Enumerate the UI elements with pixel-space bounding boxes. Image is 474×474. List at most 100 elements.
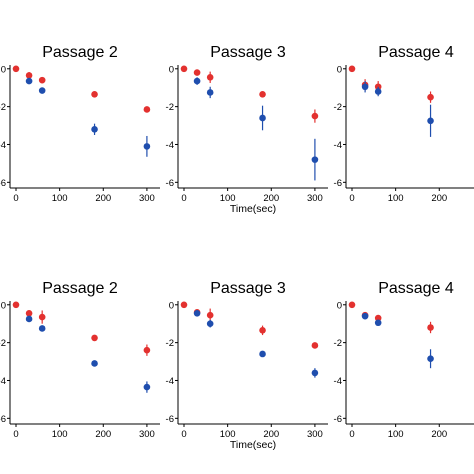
- panel-title: Passage 2: [42, 44, 118, 61]
- data-point: [348, 65, 356, 73]
- y-tick-label: -4: [334, 376, 342, 387]
- data-point: [206, 89, 214, 96]
- data-point: [25, 310, 33, 317]
- data-point: [427, 93, 434, 101]
- y-tick-label: -2: [0, 338, 6, 349]
- x-tick-label: 0: [349, 193, 354, 204]
- x-tick-label: 100: [52, 193, 68, 204]
- data-point: [180, 301, 188, 309]
- data-point: [25, 315, 33, 323]
- x-tick-label: 0: [349, 429, 354, 440]
- x-tick-label: 200: [95, 429, 111, 440]
- panel-1: Passage 2 0 -2 -4 -6 0 100 200 300: [0, 44, 160, 204]
- panel-6: Passage 4 0 -2 -4 -6 0 100 200: [334, 280, 474, 440]
- data-point: [427, 324, 434, 331]
- x-tick-label: 100: [220, 429, 236, 440]
- panel-title: Passage 4: [378, 44, 454, 61]
- x-tick-label: 300: [307, 193, 323, 204]
- panel-title: Passage 3: [210, 280, 286, 297]
- x-tick-label: 0: [181, 193, 186, 204]
- y-tick-label: -2: [334, 102, 342, 113]
- data-point: [193, 77, 201, 85]
- panel-3: Passage 4 0 -2 -4 -6 0 100 200: [334, 44, 474, 204]
- x-tick-label: 200: [263, 193, 279, 204]
- data-point: [91, 91, 98, 98]
- data-point: [38, 325, 46, 332]
- data-point: [143, 346, 151, 354]
- y-tick-label: -4: [166, 376, 174, 387]
- data-point: [361, 312, 369, 320]
- y-tick-label: -4: [0, 376, 6, 387]
- data-point: [259, 327, 266, 334]
- x-tick-label: 200: [431, 193, 447, 204]
- data-point: [206, 320, 214, 328]
- y-tick-label: -4: [166, 140, 174, 151]
- panel-title: Passage 3: [210, 44, 286, 61]
- y-tick-label: -6: [166, 414, 174, 425]
- panel-2: Passage 3 0 -2 -4 -6 0 100 200 300 Time(sec): [166, 44, 328, 215]
- data-point: [38, 87, 46, 94]
- panel-4: Passage 2 0 -2 -4 -6 0 100 200 300: [0, 280, 160, 440]
- data-point: [91, 126, 98, 133]
- data-point: [143, 106, 151, 113]
- data-point: [91, 360, 98, 367]
- y-tick-label: -2: [0, 102, 6, 113]
- data-point: [311, 156, 319, 163]
- y-tick-label: 0: [169, 300, 174, 311]
- data-point: [193, 310, 201, 317]
- x-tick-label: 100: [388, 429, 404, 440]
- x-tick-label: 300: [307, 429, 323, 440]
- y-tick-label: 0: [1, 300, 6, 311]
- data-point: [259, 91, 266, 98]
- data-point: [311, 342, 319, 349]
- data-point: [427, 355, 434, 363]
- data-point: [311, 112, 319, 120]
- data-point: [427, 117, 434, 125]
- y-tick-label: -2: [166, 338, 174, 349]
- x-tick-label: 200: [95, 193, 111, 204]
- x-tick-label: 100: [388, 193, 404, 204]
- y-tick-label: 0: [337, 64, 342, 75]
- y-tick-label: 0: [337, 300, 342, 311]
- panel-5: Passage 3 0 -2 -4 -6 0 100 200 300 Time(sec): [166, 280, 328, 451]
- y-tick-label: -2: [166, 102, 174, 113]
- data-point: [206, 311, 214, 319]
- data-point: [180, 65, 188, 73]
- x-tick-label: 0: [13, 193, 18, 204]
- x-tick-label: 100: [220, 193, 236, 204]
- x-tick-label: 0: [13, 429, 18, 440]
- y-tick-label: 0: [1, 64, 6, 75]
- y-tick-label: 0: [169, 64, 174, 75]
- data-point: [38, 76, 46, 84]
- y-tick-label: -6: [0, 178, 6, 189]
- data-point: [143, 143, 151, 150]
- x-tick-label: 300: [139, 429, 155, 440]
- panel-title: Passage 4: [378, 280, 454, 297]
- data-point: [25, 77, 33, 85]
- y-tick-label: -6: [334, 414, 342, 425]
- y-tick-label: -6: [334, 178, 342, 189]
- x-tick-label: 200: [431, 429, 447, 440]
- data-point: [374, 319, 382, 327]
- x-tick-label: 100: [52, 429, 68, 440]
- y-tick-label: -6: [166, 178, 174, 189]
- x-axis-label: Time(sec): [230, 439, 276, 451]
- data-point: [91, 334, 98, 342]
- data-point: [12, 65, 20, 73]
- data-point: [38, 313, 46, 321]
- data-point: [143, 383, 151, 391]
- data-point: [206, 74, 214, 81]
- data-point: [374, 88, 382, 95]
- x-tick-label: 300: [139, 193, 155, 204]
- data-point: [259, 350, 266, 358]
- x-tick-label: 0: [181, 429, 186, 440]
- y-tick-label: -6: [0, 414, 6, 425]
- y-tick-label: -4: [0, 140, 6, 151]
- x-axis-label: Time(sec): [230, 203, 276, 215]
- data-point: [259, 114, 266, 122]
- data-point: [25, 72, 33, 79]
- y-tick-label: -2: [334, 338, 342, 349]
- x-tick-label: 200: [263, 429, 279, 440]
- data-point: [311, 369, 319, 377]
